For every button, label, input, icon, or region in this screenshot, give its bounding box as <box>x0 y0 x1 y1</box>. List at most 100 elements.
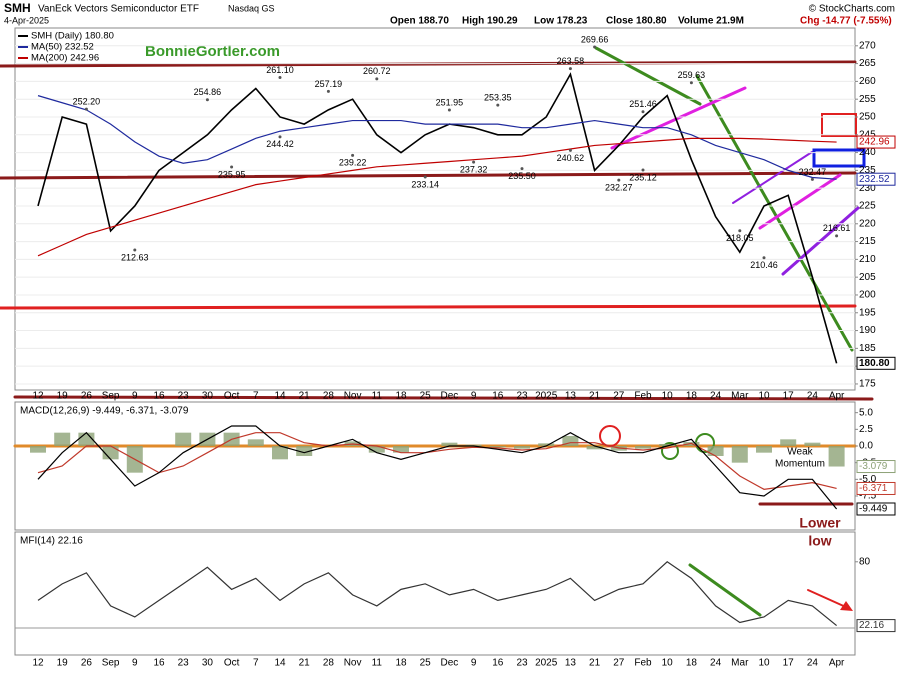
low-marker <box>520 167 524 171</box>
x-tick-label: 17 <box>783 658 795 669</box>
support-line <box>0 304 857 310</box>
x-tick-label: Nov <box>344 391 362 402</box>
x-tick-label: 12 <box>32 658 44 669</box>
high-marker <box>326 89 330 93</box>
high-marker <box>641 110 645 114</box>
x-tick-label: Feb <box>634 391 652 402</box>
channel-line <box>781 206 860 276</box>
x-tick-label: 11 <box>372 658 383 669</box>
security-name: VanEck Vectors Semiconductor ETF <box>38 4 199 15</box>
high-marker <box>84 107 88 111</box>
x-tick-label: 26 <box>81 658 93 669</box>
high-marker <box>278 75 282 79</box>
last-value-label: 242.96 <box>859 137 890 148</box>
histogram-bar <box>465 444 482 446</box>
low-marker <box>133 248 137 252</box>
legend-label: MA(50) 232.52 <box>31 42 94 53</box>
histogram-bar <box>102 446 119 460</box>
x-tick-label: 23 <box>516 658 528 669</box>
legend-label: MA(200) 242.96 <box>31 53 99 64</box>
symbol: SMH <box>4 1 31 15</box>
y-tick-label: 260 <box>859 76 876 87</box>
last-value-box <box>856 502 896 516</box>
x-tick-label: 18 <box>686 658 698 669</box>
quote-item: Open 188.70 <box>390 16 449 27</box>
last-value-label: 232.52 <box>859 174 890 185</box>
arrow-head <box>840 601 853 611</box>
x-tick-label: Oct <box>224 658 240 669</box>
low-marker <box>738 229 742 233</box>
annotation: low <box>808 533 831 549</box>
high-marker <box>568 67 572 71</box>
x-tick-label: 23 <box>516 391 528 402</box>
histogram-bar <box>368 446 385 453</box>
low-marker <box>351 153 355 157</box>
y-tick-label: 5.0 <box>859 407 873 418</box>
low-marker <box>472 160 476 164</box>
low-label: 239.22 <box>339 158 367 168</box>
histogram-bar <box>731 446 748 463</box>
high-label: 257.19 <box>315 79 343 89</box>
x-tick-label: 10 <box>662 391 674 402</box>
last-value-label: 180.80 <box>859 358 890 369</box>
last-value-box <box>856 460 896 474</box>
x-tick-label: 17 <box>783 391 795 402</box>
low-marker <box>617 178 621 182</box>
histogram-bar <box>489 446 506 448</box>
histogram-bar <box>175 432 192 446</box>
high-label: 252.20 <box>73 97 101 107</box>
y-tick-label: 0.0 <box>859 441 873 452</box>
x-tick-label: Apr <box>829 391 845 402</box>
x-tick-label: 14 <box>274 658 286 669</box>
annotation: Momentum <box>775 459 825 470</box>
y-tick-label: 220 <box>859 218 876 229</box>
histogram-bar <box>514 446 530 449</box>
high-marker <box>496 103 500 107</box>
high-marker <box>689 81 693 85</box>
x-tick-label: 18 <box>395 391 407 402</box>
quote-item: Low 178.23 <box>534 16 588 27</box>
y-tick-label: 255 <box>859 94 876 105</box>
histogram-bar <box>296 446 313 456</box>
down-trend <box>695 74 854 352</box>
x-tick-label: 16 <box>492 391 504 402</box>
x-tick-label: 27 <box>613 658 625 669</box>
series-line <box>37 425 838 510</box>
high-label: 216.61 <box>823 223 851 233</box>
macd-frame <box>14 401 856 531</box>
y-tick-label: 230 <box>859 183 876 194</box>
y-tick-label: 195 <box>859 307 876 318</box>
quote-item: Volume 21.9M <box>678 16 744 27</box>
quote-item: Close 180.80 <box>606 16 667 27</box>
mid-line <box>0 171 857 180</box>
x-tick-label: Mar <box>731 658 749 669</box>
last-value-label: 22.16 <box>859 620 884 631</box>
low-label: 233.14 <box>411 179 439 189</box>
x-tick-label: 7 <box>253 658 259 669</box>
y-tick-label: 200 <box>859 290 876 301</box>
mfi-frame <box>14 531 856 656</box>
histogram-bar <box>54 432 71 446</box>
histogram-bar <box>272 446 288 460</box>
mfi-arrow <box>807 589 849 609</box>
high-label: 253.35 <box>484 92 512 102</box>
low-marker <box>641 168 645 172</box>
highlight-circle <box>599 425 621 447</box>
mfi-trend <box>688 563 762 617</box>
high-label: 261.10 <box>266 65 294 75</box>
low-label: 235.95 <box>218 169 246 179</box>
y-tick-label: 235 <box>859 165 876 176</box>
histogram-bar <box>780 439 797 446</box>
x-tick-label: 9 <box>471 658 477 669</box>
low-marker <box>762 256 766 260</box>
low-label: 244.42 <box>266 139 294 149</box>
x-tick-label: Mar <box>731 391 749 402</box>
highlight-circle <box>661 442 679 460</box>
histogram-bar <box>441 442 458 446</box>
last-value-box <box>856 135 896 149</box>
x-tick-label: 16 <box>153 391 165 402</box>
channel-line <box>610 86 747 150</box>
x-tick-label: 9 <box>132 391 138 402</box>
y-tick-label: 175 <box>859 379 876 390</box>
high-marker <box>205 98 209 102</box>
